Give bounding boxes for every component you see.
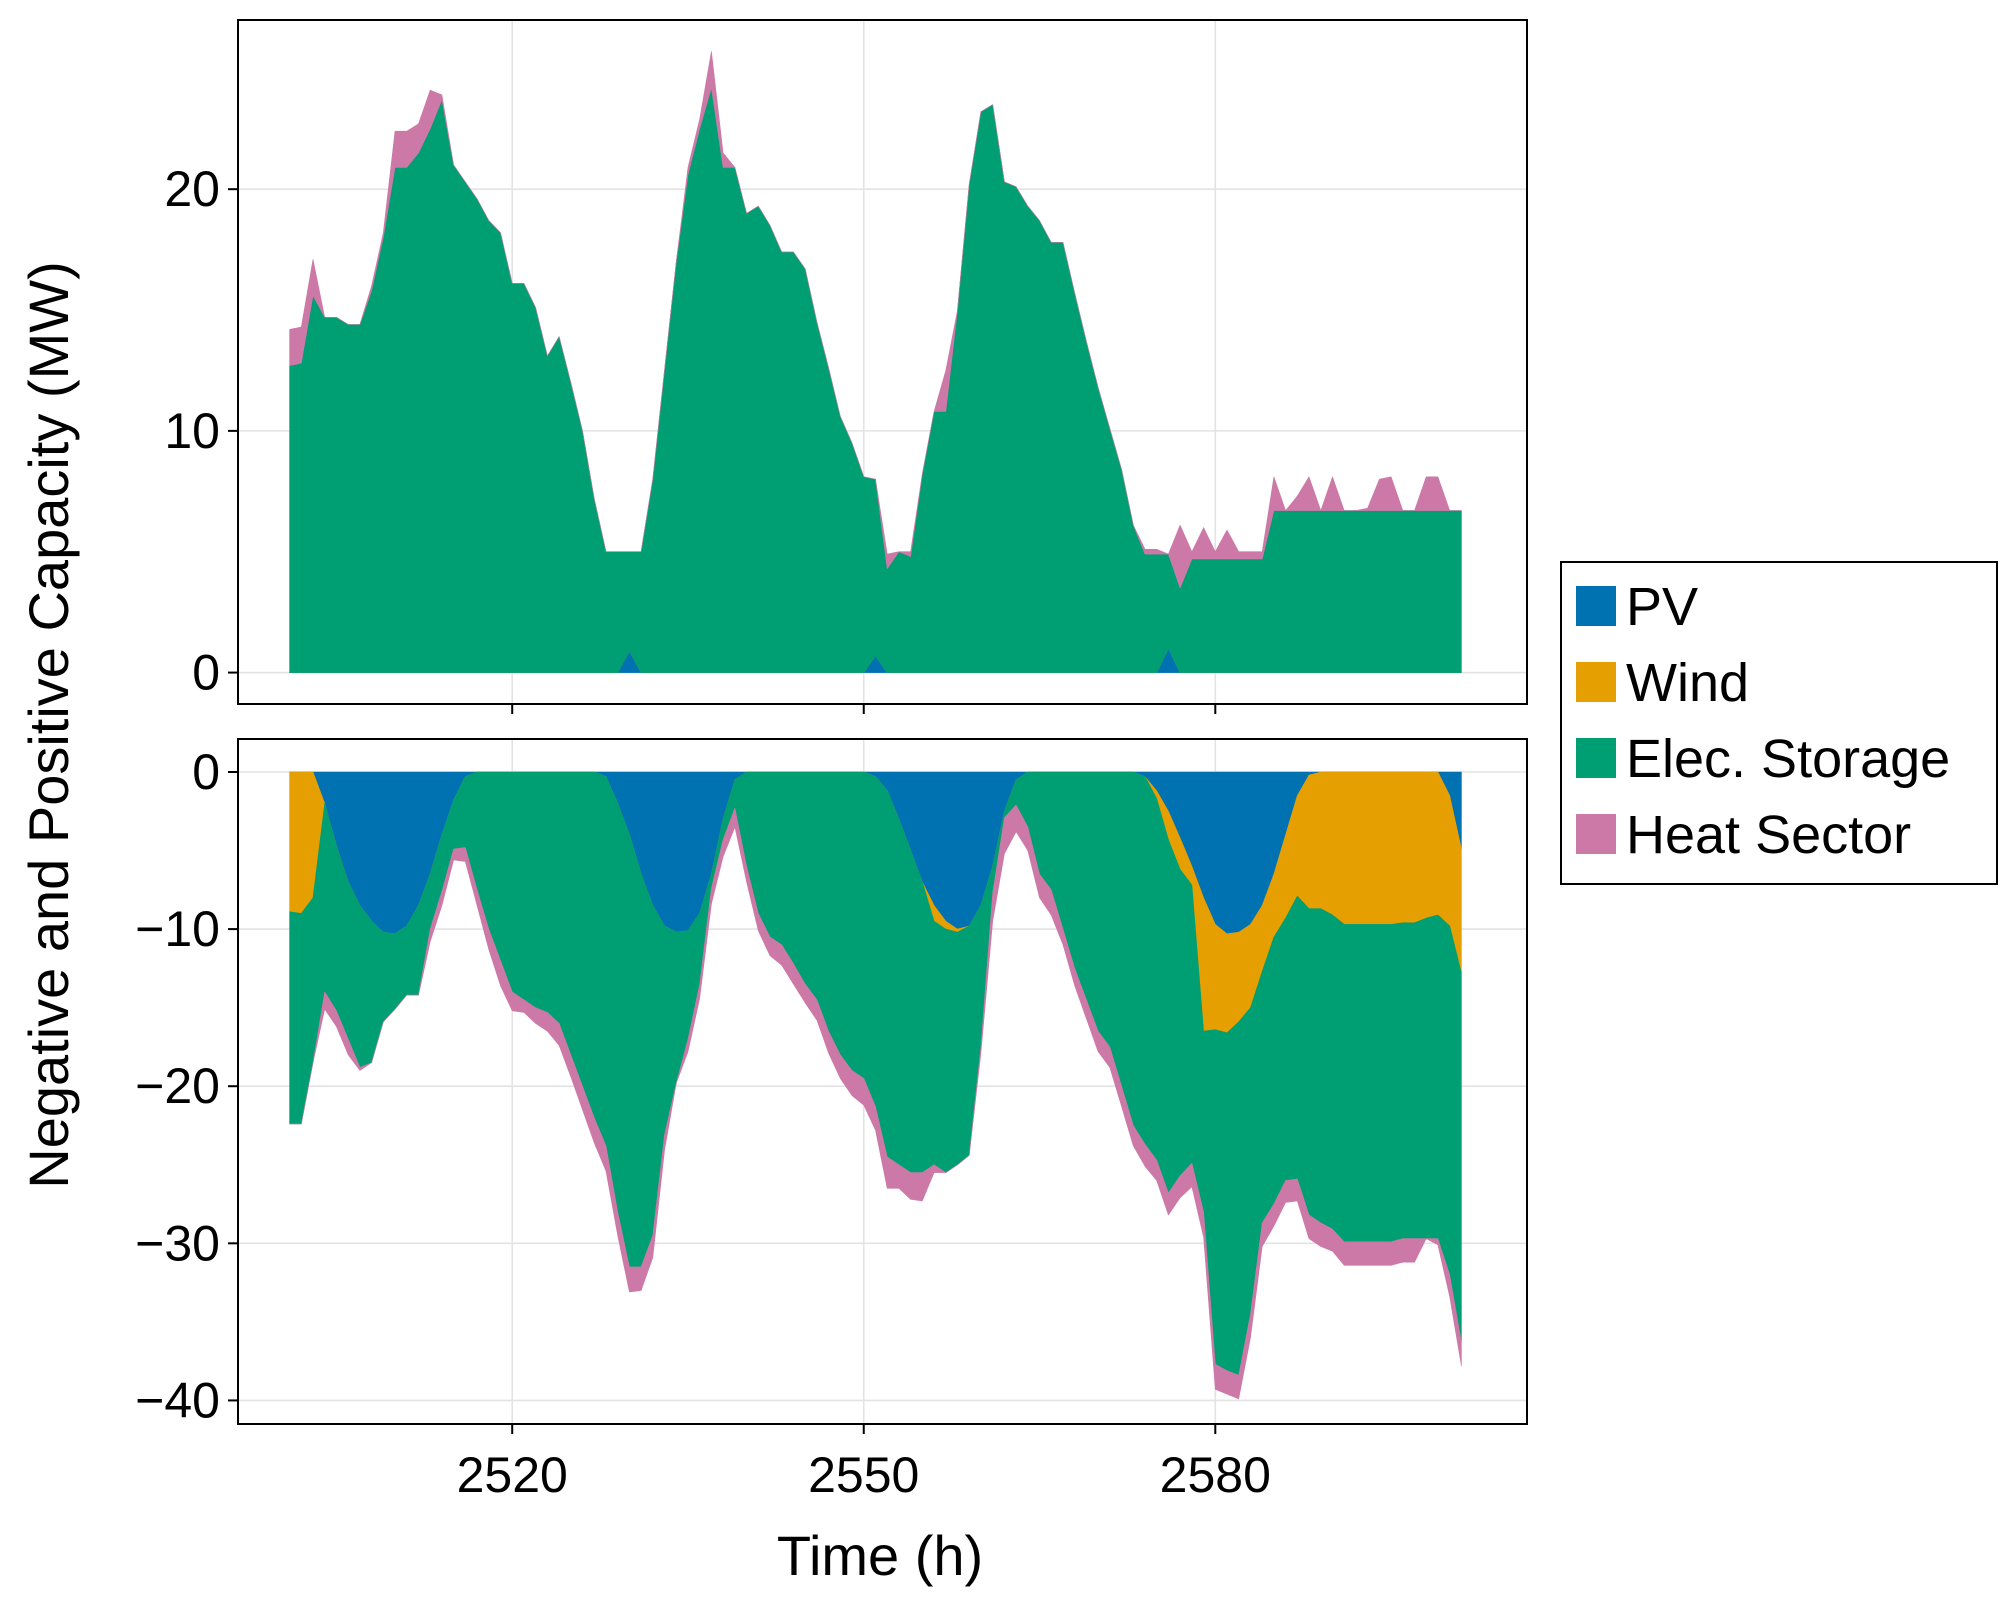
- lower-panel: 0 −10 −20 −30 −40 2520 2550 2580: [135, 738, 1528, 1503]
- legend-swatch-wind: [1576, 662, 1616, 702]
- x-tick-label: 2520: [457, 1447, 568, 1503]
- y-tick-label: −40: [135, 1372, 220, 1428]
- legend-frame: [1560, 561, 1998, 885]
- legend-swatch-heat-sector: [1576, 814, 1616, 854]
- plot-frame: [237, 738, 1528, 1425]
- x-tick-label: 2550: [808, 1447, 919, 1503]
- upper-panel: 0 10 20: [164, 19, 1528, 714]
- x-axis-title: Time (h): [777, 1524, 983, 1587]
- y-tick-label: −30: [135, 1215, 220, 1271]
- legend-label-heat-sector: Heat Sector: [1626, 805, 1911, 865]
- area-heat-sector: [289, 51, 1462, 589]
- legend-swatch-elec-storage: [1576, 738, 1616, 778]
- y-tick-label: 0: [192, 744, 220, 800]
- legend: PV Wind Elec. Storage Heat Sector: [1560, 561, 1998, 885]
- y-axis-title: Negative and Positive Capacity (MW): [17, 261, 80, 1188]
- area-elec-storage: [289, 87, 1462, 673]
- legend-label-elec-storage: Elec. Storage: [1626, 729, 1950, 789]
- legend-swatch-pv: [1576, 586, 1616, 626]
- y-tick-label: −10: [135, 901, 220, 957]
- plot-frame: [237, 19, 1528, 705]
- y-tick-label: 0: [192, 645, 220, 701]
- y-tick-label: 20: [164, 161, 220, 217]
- legend-label-pv: PV: [1626, 577, 1698, 637]
- y-tick-label: −20: [135, 1058, 220, 1114]
- legend-label-wind: Wind: [1626, 653, 1749, 713]
- area-heat-sector: [289, 804, 1462, 1400]
- x-tick-label: 2580: [1160, 1447, 1271, 1503]
- y-tick-label: 10: [164, 403, 220, 459]
